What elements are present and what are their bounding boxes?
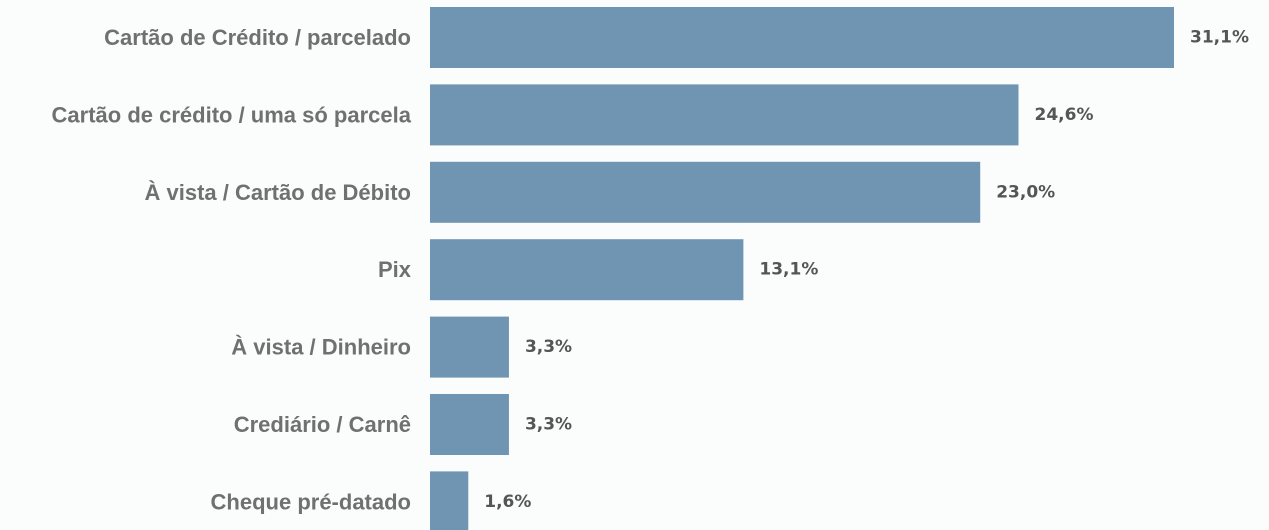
category-label: Cheque pré-datado <box>211 489 411 514</box>
bar <box>430 7 1174 68</box>
category-label: Cartão de crédito / uma só parcela <box>52 102 412 127</box>
category-label: Cartão de Crédito / parcelado <box>104 25 411 50</box>
bar <box>430 239 744 301</box>
category-labels-group: Cartão de Crédito / parcelado Cartão de c… <box>52 25 412 514</box>
value-label: 23,0% <box>996 182 1055 202</box>
bar <box>430 161 981 223</box>
value-label: 1,6% <box>484 492 531 512</box>
category-label: À vista / Dinheiro <box>231 335 411 360</box>
bar <box>430 394 509 455</box>
value-label: 3,3% <box>525 415 572 435</box>
value-label: 31,1% <box>1190 28 1249 48</box>
value-label: 13,1% <box>759 260 818 280</box>
category-label: À vista / Cartão de Débito <box>144 180 411 205</box>
value-label: 24,6% <box>1035 105 1094 125</box>
value-label: 3,3% <box>525 337 572 357</box>
category-label: Pix <box>378 257 412 282</box>
bars-group <box>430 7 1174 530</box>
bar <box>430 471 469 530</box>
bar <box>430 84 1019 146</box>
bar <box>430 316 509 378</box>
value-labels-group: 31,1% 24,6% 23,0% 13,1% 3,3% 3,3% 1,6% <box>484 28 1249 512</box>
category-label: Crediário / Carnê <box>234 412 411 437</box>
